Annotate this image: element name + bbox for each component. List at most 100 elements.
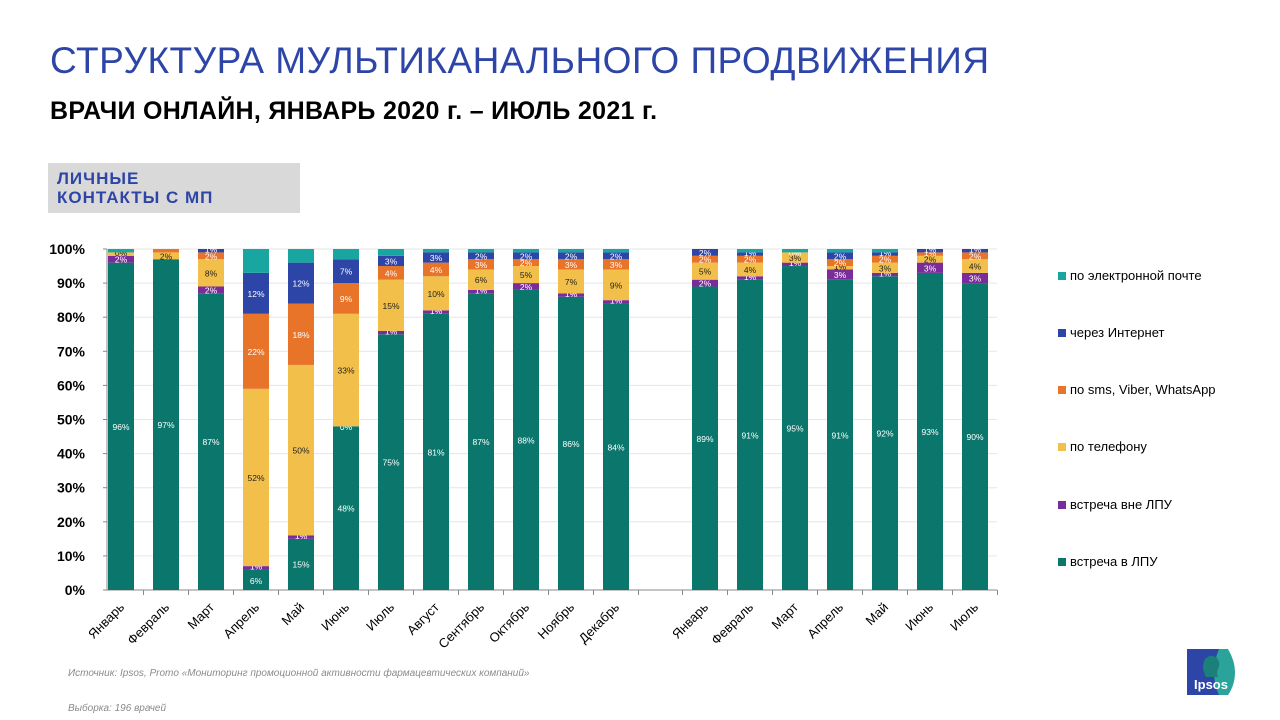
bar-segment — [468, 269, 494, 290]
data-label: 5% — [699, 267, 712, 277]
data-label: 1% — [744, 272, 757, 282]
bar-segment — [378, 334, 404, 590]
bar-segment — [468, 252, 494, 260]
bar-segment — [827, 252, 853, 260]
bar-segment — [872, 262, 898, 273]
bar-segment — [288, 364, 314, 536]
data-label: 0% — [115, 248, 128, 258]
bar-segment — [872, 272, 898, 277]
data-label: 91% — [741, 430, 758, 440]
x-category-label: Декабрь — [576, 599, 623, 646]
data-label: 9% — [610, 280, 623, 290]
bar-segment — [468, 289, 494, 294]
bar-segment — [558, 269, 584, 294]
data-label: 2% — [834, 258, 847, 268]
bar-segment — [872, 276, 898, 590]
bar-segment — [468, 249, 494, 253]
data-label: 97% — [157, 420, 174, 430]
x-category-label: Январь — [85, 599, 127, 641]
x-category-label: Март — [185, 599, 218, 632]
bar-segment — [737, 252, 763, 256]
bar-segment — [692, 286, 718, 590]
data-label: 1% — [385, 326, 398, 336]
y-tick-label: 40% — [57, 446, 86, 462]
bar-segment — [513, 289, 539, 590]
legend-label: встреча в ЛПУ — [1070, 554, 1158, 569]
data-label: 2% — [205, 251, 218, 261]
data-label: 92% — [876, 429, 893, 439]
data-label: 3% — [475, 260, 488, 270]
y-tick-label: 90% — [57, 275, 86, 291]
legend-item: по телефону — [1058, 439, 1147, 454]
bar-segment — [513, 259, 539, 267]
bar-segment — [692, 255, 718, 263]
x-category-label: Ноябрь — [535, 599, 578, 642]
bar-segment — [198, 252, 224, 260]
bar-segment — [782, 266, 808, 590]
bar-segment — [288, 538, 314, 590]
bar-segment — [243, 569, 269, 590]
data-label: 75% — [382, 458, 399, 468]
data-label: 1% — [475, 285, 488, 295]
data-label: 93% — [921, 427, 938, 437]
bar-segment — [153, 259, 179, 590]
data-label: 3% — [430, 253, 443, 263]
data-label: 48% — [337, 504, 354, 514]
bar-segment — [243, 313, 269, 389]
data-label: 3% — [385, 256, 398, 266]
data-label: 81% — [427, 447, 444, 457]
data-label: 2% — [969, 251, 982, 261]
data-label: 33% — [337, 366, 354, 376]
bar-segment — [513, 252, 539, 260]
bar-segment — [378, 279, 404, 331]
legend-swatch — [1058, 443, 1066, 451]
bar-segment — [558, 249, 584, 253]
data-label: 4% — [430, 265, 443, 275]
bar-segment — [243, 388, 269, 567]
data-label: 2% — [610, 251, 623, 261]
bar-segment — [513, 283, 539, 290]
bar-segment — [737, 276, 763, 280]
logo-text: Ipsos — [1194, 677, 1228, 692]
data-label: 2% — [924, 255, 937, 265]
page-subtitle: ВРАЧИ ОНЛАЙН, ЯНВАРЬ 2020 г. – ИЮЛЬ 2021… — [50, 97, 658, 125]
data-label: 4% — [969, 262, 982, 272]
bar-segment — [872, 252, 898, 256]
x-category-label: Апрель — [804, 599, 846, 641]
x-category-label: Сентябрь — [435, 599, 487, 651]
bar-segment — [423, 313, 449, 590]
y-tick-label: 80% — [57, 309, 86, 325]
data-label: 15% — [292, 559, 309, 569]
data-label: 7% — [565, 277, 578, 287]
bar-segment — [333, 313, 359, 427]
x-category-label: Май — [279, 600, 308, 629]
data-label: 2% — [834, 251, 847, 261]
bar-segment — [378, 330, 404, 335]
data-label: 96% — [112, 422, 129, 432]
data-label: 1% — [565, 289, 578, 299]
data-label: 6% — [475, 275, 488, 285]
bar-segment — [153, 252, 179, 260]
bar-segment — [737, 255, 763, 263]
bar-segment — [288, 303, 314, 365]
bar-segment — [737, 249, 763, 253]
data-label: 3% — [969, 273, 982, 283]
bar-segment — [917, 252, 943, 256]
bar-segment — [558, 296, 584, 590]
data-label: 2% — [160, 251, 173, 261]
data-label: 1% — [295, 531, 308, 541]
bar-segment — [288, 262, 314, 304]
bar-segment — [603, 252, 629, 260]
bar-segment — [962, 283, 988, 590]
legend-label: встреча вне ЛПУ — [1070, 497, 1172, 512]
bar-segment — [827, 249, 853, 253]
legend-item: встреча вне ЛПУ — [1058, 497, 1172, 512]
bar-segment — [827, 279, 853, 590]
data-label: 2% — [475, 251, 488, 261]
bar-segment — [378, 266, 404, 280]
bar-segment — [962, 252, 988, 260]
data-label: 2% — [520, 258, 533, 268]
data-label: 3% — [610, 260, 623, 270]
bar-segment — [782, 262, 808, 267]
